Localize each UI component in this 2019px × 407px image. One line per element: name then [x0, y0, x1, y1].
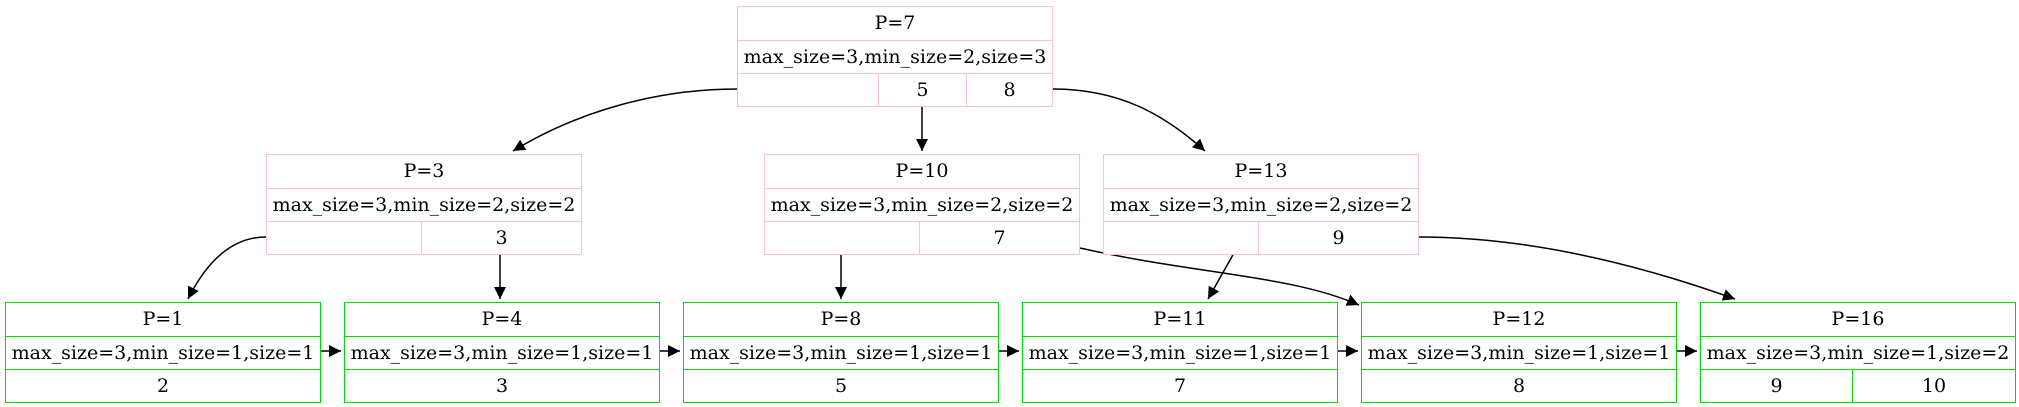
key-cell: 5	[878, 74, 966, 106]
node-meta: max_size=3,min_size=2,size=2	[267, 188, 581, 221]
node-keys: 9 10	[1701, 369, 2015, 402]
node-keys: 8	[1362, 369, 1676, 402]
edge-n13-n16	[1418, 236, 1736, 301]
node-p10: P=10 max_size=3,min_size=2,size=2 7	[764, 154, 1080, 255]
edge-n3-n1	[187, 236, 267, 300]
node-title: P=7	[874, 12, 916, 34]
node-p13: P=13 max_size=3,min_size=2,size=2 9	[1103, 154, 1419, 255]
key-cell: 2	[156, 375, 170, 397]
node-meta: max_size=3,min_size=1,size=1	[345, 336, 659, 369]
node-keys: 5 8	[738, 73, 1052, 106]
key-cell: 7	[1173, 375, 1187, 397]
node-keys: 9	[1104, 221, 1418, 254]
node-p8: P=8 max_size=3,min_size=1,size=1 5	[683, 302, 999, 403]
node-meta: max_size=3,min_size=1,size=1	[1023, 336, 1337, 369]
key-cell: 5	[834, 375, 848, 397]
node-meta: max_size=3,min_size=1,size=1	[6, 336, 320, 369]
node-p11: P=11 max_size=3,min_size=1,size=1 7	[1022, 302, 1338, 403]
node-keys: 3	[345, 369, 659, 402]
node-meta: max_size=3,min_size=1,size=1	[684, 336, 998, 369]
node-title: P=3	[403, 160, 445, 182]
key-cell	[738, 74, 878, 106]
node-p7: P=7 max_size=3,min_size=2,size=3 5 8	[737, 6, 1053, 107]
node-keys: 3	[267, 221, 581, 254]
node-title: P=13	[1234, 160, 1288, 182]
node-meta: max_size=3,min_size=1,size=2	[1701, 336, 2015, 369]
edge-n10-n12	[1079, 247, 1360, 306]
node-title: P=16	[1831, 308, 1885, 330]
node-meta: max_size=3,min_size=2,size=2	[1104, 188, 1418, 221]
key-cell	[267, 222, 421, 254]
edge-n7-n13	[1052, 88, 1206, 152]
node-keys: 7	[765, 221, 1079, 254]
key-cell: 10	[1852, 370, 2015, 402]
node-keys: 7	[1023, 369, 1337, 402]
node-p1: P=1 max_size=3,min_size=1,size=1 2	[5, 302, 321, 403]
node-p4: P=4 max_size=3,min_size=1,size=1 3	[344, 302, 660, 403]
key-cell	[765, 222, 919, 254]
key-cell: 3	[495, 375, 509, 397]
node-p16: P=16 max_size=3,min_size=1,size=2 9 10	[1700, 302, 2016, 403]
node-title: P=1	[142, 308, 184, 330]
node-title: P=11	[1153, 308, 1207, 330]
key-cell: 9	[1258, 222, 1418, 254]
node-meta: max_size=3,min_size=2,size=3	[738, 40, 1052, 73]
node-title: P=8	[820, 308, 862, 330]
node-p12: P=12 max_size=3,min_size=1,size=1 8	[1361, 302, 1677, 403]
key-cell: 8	[1512, 375, 1526, 397]
key-cell	[1104, 222, 1258, 254]
key-cell: 7	[919, 222, 1079, 254]
node-keys: 5	[684, 369, 998, 402]
node-meta: max_size=3,min_size=1,size=1	[1362, 336, 1676, 369]
edge-n13-n11	[1207, 252, 1235, 300]
node-keys: 2	[6, 369, 320, 402]
key-cell: 8	[966, 74, 1052, 106]
edge-n7-n3	[512, 88, 738, 152]
key-cell: 9	[1770, 375, 1783, 397]
node-title: P=10	[895, 160, 949, 182]
node-title: P=4	[481, 308, 523, 330]
key-cell: 3	[421, 222, 581, 254]
node-p3: P=3 max_size=3,min_size=2,size=2 3	[266, 154, 582, 255]
node-title: P=12	[1492, 308, 1546, 330]
node-meta: max_size=3,min_size=2,size=2	[765, 188, 1079, 221]
